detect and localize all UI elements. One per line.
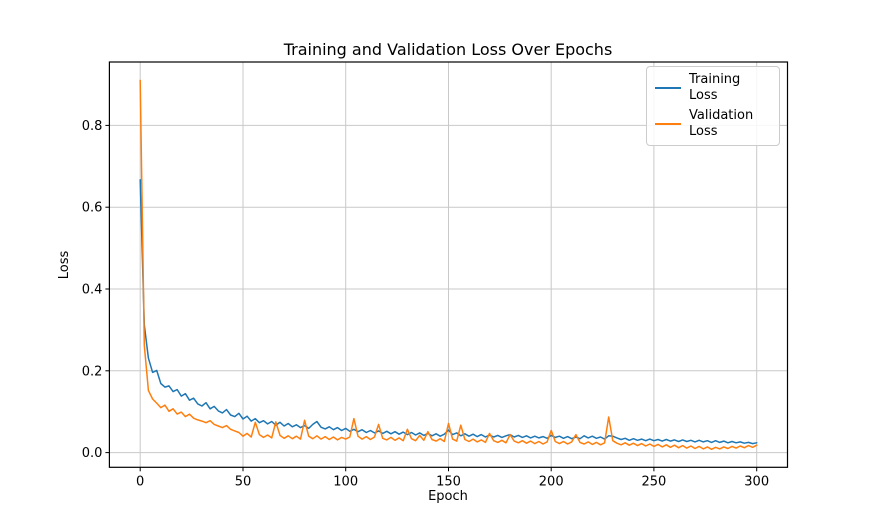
y-tick-label: 0.6 bbox=[82, 201, 103, 216]
y-tick-label: 0.2 bbox=[82, 364, 103, 379]
y-tick-label: 0.0 bbox=[82, 446, 103, 461]
axes-frame bbox=[108, 61, 789, 468]
x-axis-label: Epoch bbox=[428, 489, 468, 504]
data-layer bbox=[139, 79, 758, 451]
x-tick-label: 300 bbox=[744, 474, 769, 489]
x-tick-label: 50 bbox=[235, 474, 252, 489]
validation-line-sample bbox=[655, 123, 681, 125]
y-tick-label: 0.4 bbox=[82, 283, 103, 298]
legend-label-validation: Validation Loss bbox=[689, 108, 754, 139]
x-tick-label: 150 bbox=[436, 474, 461, 489]
legend-item-validation: Validation Loss bbox=[655, 108, 771, 140]
x-tick-label: 100 bbox=[333, 474, 358, 489]
validation-loss-line bbox=[139, 79, 758, 451]
legend: Training Loss Validation Loss bbox=[646, 66, 780, 146]
chart-title: Training and Validation Loss Over Epochs bbox=[283, 40, 613, 59]
training-loss-line bbox=[139, 179, 758, 445]
y-tick-label: 0.8 bbox=[82, 119, 103, 134]
x-tick-label: 0 bbox=[136, 474, 144, 489]
legend-item-training: Training Loss bbox=[655, 72, 771, 104]
legend-label-training: Training Loss bbox=[689, 72, 741, 103]
y-axis-label: Loss bbox=[57, 251, 72, 280]
frame-layer: 0 50 100 150 200 250 300 0.0 0.2 0.4 0.6 0.8 bbox=[82, 61, 789, 489]
x-tick-label: 250 bbox=[641, 474, 666, 489]
training-line-sample bbox=[655, 87, 681, 89]
x-tick-label: 200 bbox=[539, 474, 564, 489]
